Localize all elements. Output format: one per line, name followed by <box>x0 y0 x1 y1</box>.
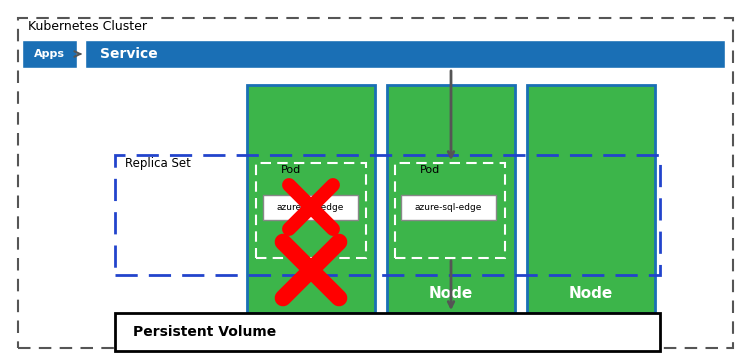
Text: Persistent Volume: Persistent Volume <box>133 325 276 339</box>
Text: Service: Service <box>100 47 158 61</box>
Text: azure-sql-edge: azure-sql-edge <box>415 203 482 212</box>
FancyBboxPatch shape <box>387 85 515 313</box>
Text: Kubernetes Cluster: Kubernetes Cluster <box>28 20 147 33</box>
Text: azure-sql-edge: azure-sql-edge <box>277 203 344 212</box>
FancyBboxPatch shape <box>115 313 660 351</box>
Text: Node: Node <box>429 286 473 300</box>
Text: Node: Node <box>569 286 613 300</box>
FancyBboxPatch shape <box>527 85 655 313</box>
Text: Pod: Pod <box>281 165 301 175</box>
FancyBboxPatch shape <box>263 195 358 220</box>
FancyBboxPatch shape <box>85 40 725 68</box>
Text: Apps: Apps <box>34 49 65 59</box>
Text: Pod: Pod <box>420 165 440 175</box>
FancyBboxPatch shape <box>401 195 496 220</box>
Text: Replica Set: Replica Set <box>125 157 191 170</box>
FancyBboxPatch shape <box>247 85 375 313</box>
FancyBboxPatch shape <box>22 40 77 68</box>
